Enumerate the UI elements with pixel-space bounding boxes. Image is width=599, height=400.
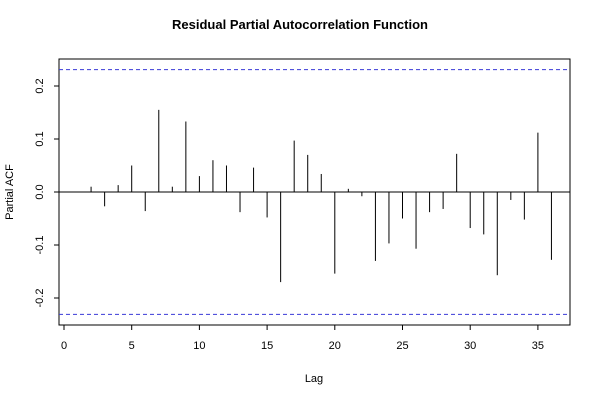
x-tick-label-20: 20 [329,340,341,352]
chart-title: Residual Partial Autocorrelation Functio… [172,17,428,32]
x-tick-label-25: 25 [396,340,408,352]
pacf-bars [90,109,552,283]
y-tick-label-2: 0.0 [34,184,46,199]
x-tick-label-35: 35 [532,340,544,352]
y-tick-label-3: 0.1 [34,131,46,146]
x-tick-label-5: 5 [129,340,135,352]
y-axis-label: Partial ACF [4,164,16,220]
x-axis-label: Lag [305,373,323,385]
x-tick-label-0: 0 [61,340,67,352]
confidence-bounds [59,69,570,315]
x-tick-label-30: 30 [464,340,476,352]
y-tick-label-0: -0.2 [34,289,46,308]
x-axis: 0 5 10 15 20 25 30 35 [61,325,544,352]
y-tick-label-4: 0.2 [34,78,46,93]
x-tick-label-10: 10 [193,340,205,352]
y-tick-label-1: -0.1 [34,236,46,255]
y-axis: -0.2 -0.1 0.0 0.1 0.2 [34,78,59,307]
x-tick-label-15: 15 [261,340,273,352]
